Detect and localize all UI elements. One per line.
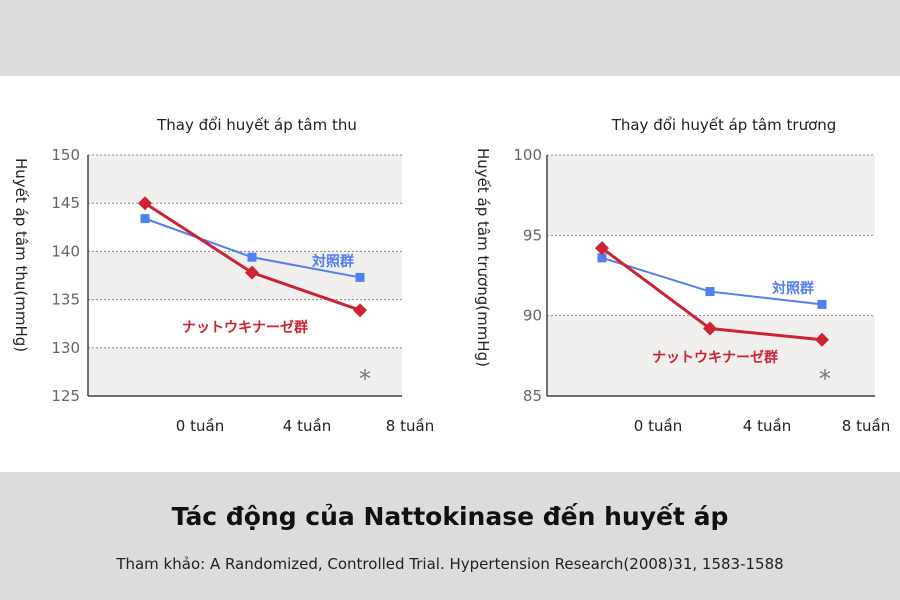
series-label-control: 対照群 [771, 280, 814, 297]
significance-asterisk: * [359, 365, 371, 393]
y-axis-label: Huyết áp tâm thu(mmHg) [12, 158, 30, 352]
gridlines [547, 154, 875, 317]
axes [87, 155, 402, 397]
x-ticks: 0 tuần 4 tuần 8 tuần [176, 417, 434, 435]
x-tick-label: 8 tuần [386, 417, 434, 435]
series-layer [138, 196, 367, 318]
series-label-natto: ナットウキナーゼ群 [652, 349, 778, 366]
top-band [0, 0, 900, 76]
grid-band [547, 155, 875, 236]
caption-title: Tác động của Nattokinase đến huyết áp [171, 502, 729, 531]
data-point-diamond [353, 303, 367, 318]
y-tick-label: 125 [51, 387, 80, 405]
data-point-diamond [595, 241, 609, 256]
significance-asterisk: * [819, 365, 831, 393]
chart-title: Thay đổi huyết áp tâm thu [156, 116, 357, 134]
caption-band [0, 472, 900, 600]
x-tick-label: 4 tuần [283, 417, 331, 435]
y-axis-label: Huyết áp tâm trương(mmHg) [474, 148, 492, 367]
grid-band [88, 155, 402, 204]
y-tick-label: 135 [51, 291, 80, 309]
y-ticks: 85 90 95 100 [513, 146, 542, 405]
data-point-square [355, 272, 365, 282]
diastolic-chart: Thay đổi huyết áp tâm trương Huyết áp tâ… [474, 116, 890, 435]
axes [546, 155, 875, 397]
systolic-chart: Thay đổi huyết áp tâm thu Huyết áp tâm t… [12, 116, 434, 435]
data-point-square [705, 287, 715, 297]
series-label-control: 対照群 [311, 253, 354, 270]
series-layer [595, 241, 829, 347]
y-tick-label: 90 [523, 307, 542, 325]
gridlines [88, 154, 402, 349]
x-tick-label: 8 tuần [842, 417, 890, 435]
data-point-square [817, 299, 827, 309]
data-point-diamond [245, 265, 259, 280]
series-label-natto: ナットウキナーゼ群 [182, 319, 308, 336]
data-point-diamond [703, 321, 717, 336]
y-ticks: 125 130 135 140 145 150 [51, 146, 80, 405]
x-tick-label: 0 tuần [634, 417, 682, 435]
data-point-square [597, 253, 607, 263]
y-tick-label: 140 [51, 242, 80, 260]
x-tick-label: 4 tuần [743, 417, 791, 435]
chart-title: Thay đổi huyết áp tâm trương [611, 116, 837, 134]
y-tick-label: 95 [523, 226, 542, 244]
caption-source: Tham khảo: A Randomized, Controlled Tria… [116, 555, 784, 573]
grid-band [88, 347, 402, 396]
y-tick-label: 150 [51, 146, 80, 164]
y-tick-label: 145 [51, 194, 80, 212]
y-tick-label: 130 [51, 339, 80, 357]
y-tick-label: 85 [523, 387, 542, 405]
data-point-square [140, 214, 150, 224]
data-point-square [247, 252, 257, 262]
x-tick-label: 0 tuần [176, 417, 224, 435]
data-point-diamond [138, 196, 152, 211]
y-tick-label: 100 [513, 146, 542, 164]
x-ticks: 0 tuần 4 tuần 8 tuần [634, 417, 890, 435]
data-point-diamond [815, 332, 829, 347]
